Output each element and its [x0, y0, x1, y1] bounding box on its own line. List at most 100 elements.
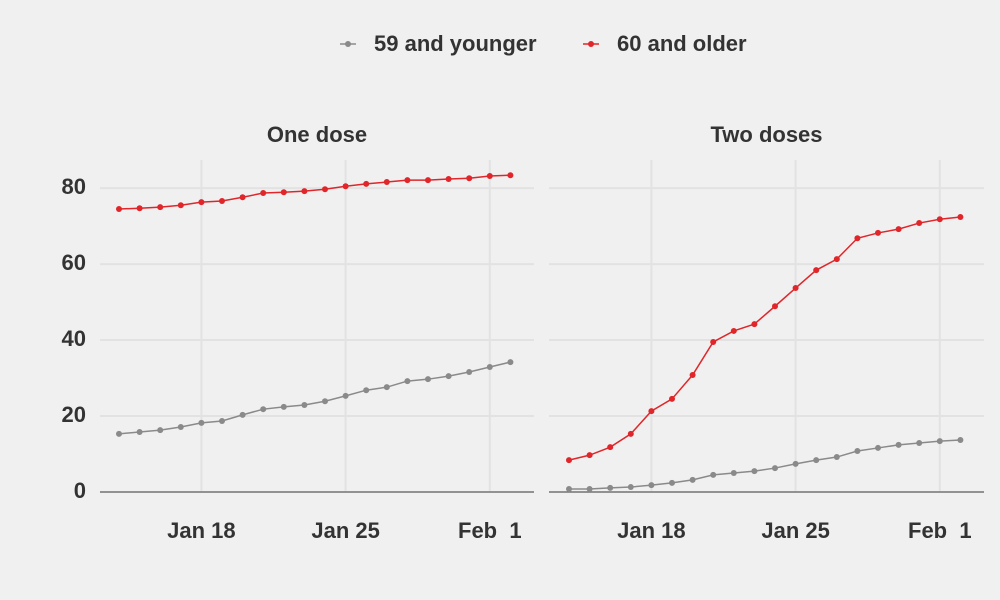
- data-point: [404, 378, 411, 385]
- data-point: [363, 387, 370, 394]
- series-line: [118, 174, 511, 210]
- y-tick-label: 20: [62, 402, 86, 427]
- data-point: [895, 226, 902, 233]
- data-point: [854, 235, 861, 242]
- y-tick-label: 40: [62, 326, 86, 351]
- data-point: [260, 406, 267, 413]
- data-point: [136, 205, 143, 212]
- data-point: [916, 220, 923, 227]
- data-point: [466, 368, 473, 375]
- data-point: [689, 476, 696, 483]
- data-point: [198, 199, 205, 206]
- data-point: [301, 402, 308, 409]
- data-point: [710, 338, 717, 345]
- data-point: [957, 436, 964, 443]
- legend-marker: [588, 41, 594, 47]
- data-point: [445, 175, 452, 182]
- data-point: [627, 430, 634, 437]
- data-point: [280, 403, 287, 410]
- data-point: [566, 457, 572, 464]
- data-point: [383, 179, 390, 186]
- data-point: [586, 485, 593, 492]
- data-point: [486, 364, 493, 371]
- x-tick-label: Jan 25: [311, 518, 380, 543]
- y-tick-label: 60: [62, 250, 86, 275]
- data-point: [322, 398, 328, 405]
- data-point: [730, 470, 737, 477]
- data-point: [875, 229, 881, 236]
- data-point: [239, 194, 246, 201]
- data-point: [383, 384, 390, 391]
- data-point: [425, 177, 431, 184]
- data-point: [566, 485, 572, 492]
- data-point: [813, 267, 820, 274]
- data-point: [586, 452, 593, 459]
- data-point: [177, 202, 184, 209]
- data-point: [157, 427, 164, 434]
- x-tick-label: Jan 25: [761, 518, 830, 543]
- legend-marker: [345, 41, 351, 47]
- data-point: [425, 376, 431, 383]
- data-point: [730, 327, 737, 334]
- series-line: [118, 361, 511, 435]
- data-point: [957, 213, 964, 220]
- x-tick-label: Jan 18: [167, 518, 236, 543]
- data-point: [833, 454, 840, 461]
- series-line: [568, 216, 961, 461]
- data-point: [363, 180, 370, 187]
- data-point: [445, 373, 452, 380]
- data-point: [116, 206, 122, 213]
- data-point: [936, 216, 943, 223]
- data-point: [177, 424, 184, 431]
- data-point: [116, 430, 122, 437]
- data-point: [936, 438, 943, 445]
- data-point: [157, 204, 164, 211]
- data-point: [751, 468, 758, 475]
- data-point: [627, 484, 634, 491]
- x-tick-label: Jan 18: [617, 518, 686, 543]
- data-point: [669, 395, 675, 402]
- data-point: [669, 479, 675, 486]
- data-point: [854, 447, 861, 454]
- data-point: [875, 444, 881, 451]
- data-point: [710, 471, 717, 478]
- data-point: [260, 190, 267, 197]
- legend-label: 59 and younger: [374, 31, 537, 56]
- panel-title: One dose: [267, 122, 367, 147]
- data-point: [751, 321, 758, 328]
- data-point: [895, 441, 902, 448]
- data-point: [648, 408, 655, 415]
- data-point: [507, 172, 514, 179]
- data-point: [136, 428, 143, 435]
- data-point: [280, 189, 287, 196]
- data-point: [486, 172, 493, 179]
- data-point: [813, 457, 820, 464]
- y-tick-label: 80: [62, 174, 86, 199]
- data-point: [607, 484, 614, 491]
- legend-label: 60 and older: [617, 31, 747, 56]
- x-tick-label: Feb 1: [908, 518, 972, 543]
- data-point: [342, 183, 349, 190]
- data-point: [219, 417, 225, 424]
- x-tick-label: Feb 1: [458, 518, 522, 543]
- data-point: [342, 392, 349, 399]
- data-point: [916, 439, 923, 446]
- data-point: [648, 482, 655, 489]
- y-tick-label: 0: [74, 478, 86, 503]
- data-point: [301, 188, 308, 195]
- data-point: [404, 177, 411, 184]
- data-point: [689, 372, 696, 379]
- data-point: [322, 186, 328, 193]
- data-point: [466, 175, 473, 182]
- data-point: [772, 465, 778, 472]
- data-point: [772, 303, 778, 310]
- data-point: [507, 359, 514, 366]
- data-point: [219, 198, 225, 205]
- data-point: [792, 460, 799, 467]
- data-point: [792, 285, 799, 292]
- data-point: [198, 419, 205, 426]
- data-point: [833, 256, 840, 263]
- series-line: [569, 439, 961, 490]
- panel-title: Two doses: [710, 122, 822, 147]
